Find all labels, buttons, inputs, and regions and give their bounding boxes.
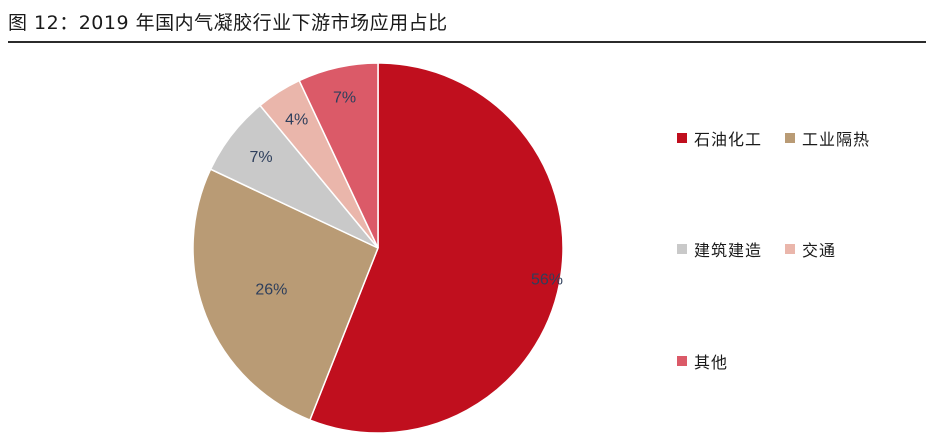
slice-label-3: 7% (250, 149, 273, 166)
chart-title: 图 12：2019 年国内气凝胶行业下游市场应用占比 (8, 12, 448, 34)
legend-label: 工业隔热 (802, 130, 871, 149)
legend-swatch (677, 244, 687, 254)
legend-item-3: 建筑建造 (677, 237, 762, 261)
legend-swatch (677, 133, 687, 143)
legend-label: 石油化工 (694, 130, 763, 149)
legend-item-2: 工业隔热 (785, 126, 870, 150)
legend-item-5: 其他 (677, 349, 728, 373)
slice-label-4: 4% (285, 111, 308, 128)
slice-label-2: 26% (255, 282, 287, 299)
legend-label: 其他 (694, 353, 729, 372)
legend-swatch (785, 244, 795, 254)
legend-swatch (785, 133, 795, 143)
legend-label: 建筑建造 (694, 241, 763, 260)
pie-slice-5 (298, 62, 379, 249)
slice-label-1: 56% (531, 272, 563, 289)
legend-item-4: 交通 (785, 237, 836, 261)
legend-swatch (677, 356, 687, 366)
slice-label-5: 7% (333, 90, 356, 107)
pie-slice-2 (192, 168, 379, 421)
legend-item-1: 石油化工 (677, 126, 762, 150)
legend-label: 交通 (802, 241, 837, 260)
pie-slice-1 (308, 62, 564, 434)
title-divider (8, 41, 926, 43)
